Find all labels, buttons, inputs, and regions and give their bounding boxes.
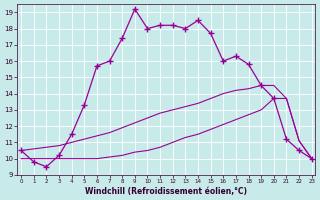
X-axis label: Windchill (Refroidissement éolien,°C): Windchill (Refroidissement éolien,°C)	[85, 187, 247, 196]
